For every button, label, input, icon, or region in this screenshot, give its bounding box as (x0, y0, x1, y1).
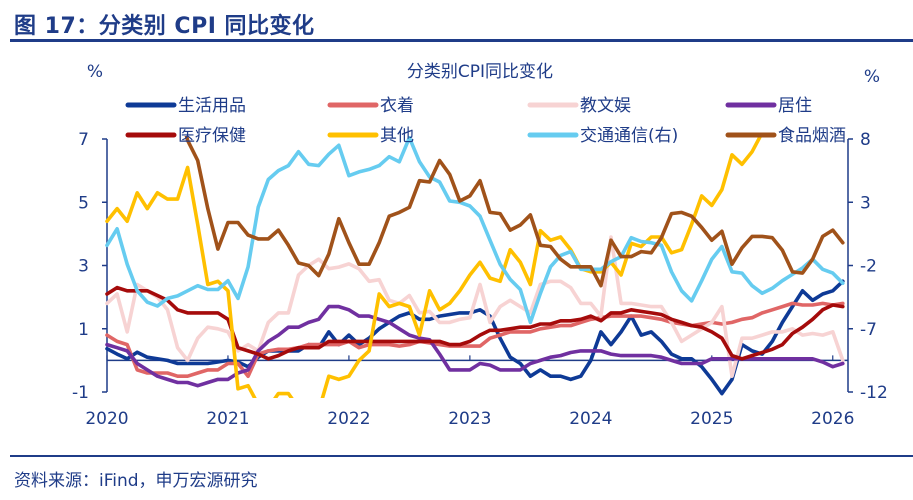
chart-title: 分类别CPI同比变化 (407, 62, 553, 82)
legend-label: 生活用品 (178, 96, 246, 116)
legend-item: 食品烟酒 (725, 126, 846, 146)
series-line-7 (105, 136, 845, 325)
title-rule (10, 39, 913, 42)
legend-item: 医疗保健 (125, 126, 246, 146)
x-tick-label: 2022 (327, 409, 370, 429)
x-tick-label: 2024 (569, 409, 612, 429)
series-line-4 (105, 304, 845, 388)
legend-item: 居住 (725, 96, 812, 116)
legend-label: 居住 (778, 96, 812, 116)
legend-item: 衣着 (327, 96, 414, 116)
series-line-6 (105, 136, 763, 398)
right-tick-label: 3 (860, 193, 871, 213)
figure-title: 图 17：分类别 CPI 同比变化 (14, 14, 315, 39)
series-line-3 (105, 235, 845, 379)
footer-rule (10, 455, 913, 457)
left-tick-label: 5 (78, 193, 89, 213)
right-tick-label: -2 (860, 257, 877, 277)
x-tick-label: 2023 (448, 409, 491, 429)
right-axis-unit: % (864, 67, 880, 87)
source-note: 资料来源：iFind，申万宏源研究 (14, 471, 258, 491)
legend-label: 其他 (380, 126, 414, 146)
left-tick-label: 1 (78, 320, 89, 340)
x-tick-label: 2021 (206, 409, 249, 429)
legend-label: 交通通信(右) (580, 126, 678, 146)
legend-label: 食品烟酒 (778, 126, 846, 146)
legend-item: 生活用品 (125, 96, 246, 116)
legend-item: 教文娱 (527, 96, 631, 116)
right-tick-label: 8 (860, 130, 871, 150)
left-axis-unit: % (87, 62, 103, 82)
left-tick-label: 3 (78, 257, 89, 277)
left-tick-label: 7 (78, 130, 89, 150)
legend-item: 交通通信(右) (527, 126, 678, 146)
right-tick-label: -12 (860, 383, 888, 403)
legend-label: 医疗保健 (178, 126, 246, 146)
x-tick-label: 2025 (690, 409, 733, 429)
legend-label: 衣着 (380, 96, 414, 116)
series-line-2 (105, 301, 845, 379)
x-tick-label: 2026 (811, 409, 854, 429)
series-line-1 (105, 279, 845, 396)
legend-label: 教文娱 (580, 96, 631, 116)
x-tick-label: 2020 (85, 409, 128, 429)
series-line-8 (184, 136, 845, 288)
legend-item: 其他 (327, 126, 414, 146)
cpi-line-chart: 分类别CPI同比变化 % % 7 5 3 1 -1 8 3 -2 -7 -12 2020 2021 20… (72, 62, 888, 429)
left-tick-label: -1 (72, 383, 89, 403)
right-tick-label: -7 (860, 320, 877, 340)
